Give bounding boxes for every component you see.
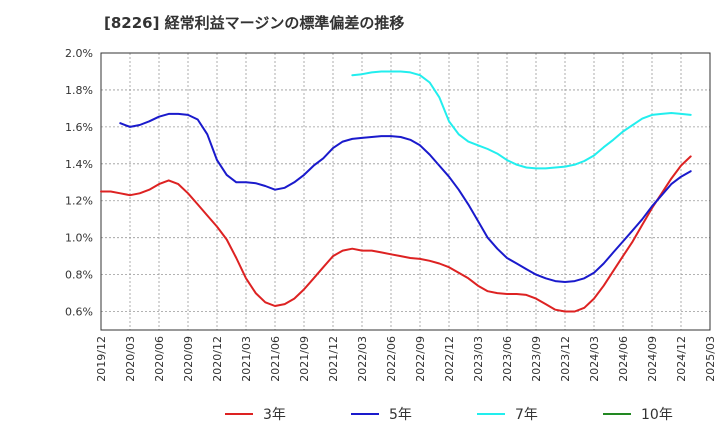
legend: 3年 5年 7年 10年 [225,407,673,423]
x-tick-label: 2024/06 [617,336,630,382]
x-tick-label: 2023/12 [559,336,572,382]
x-axis-ticks: 2019/12 2020/03 2020/06 2020/09 2020/12 2021/… [95,336,717,382]
x-tick-label: 2022/09 [414,336,427,382]
x-tick-label: 2025/03 [704,336,717,382]
x-tick-label: 2022/06 [385,336,398,382]
x-tick-label: 2020/03 [124,336,137,382]
legend-label: 3年 [263,407,286,423]
chart-title: [8226] 経常利益マージンの標準偏差の推移 [104,14,405,32]
series-lines [100,70,692,313]
y-tick-label: 2.0% [65,47,93,60]
x-tick-label: 2024/12 [675,336,688,382]
legend-label: 10年 [641,407,673,423]
x-tick-label: 2020/12 [211,336,224,382]
x-tick-label: 2024/03 [588,336,601,382]
y-axis-ticks: 0.6% 0.8% 1.0% 1.2% 1.4% 1.6% 1.8% 2.0% [65,47,93,319]
y-tick-label: 1.2% [65,195,93,208]
x-tick-label: 2021/09 [298,336,311,382]
series-line-3年 [100,155,692,313]
y-tick-label: 0.6% [65,306,93,319]
legend-label: 5年 [389,407,412,423]
gridlines [100,52,711,330]
x-tick-label: 2021/03 [240,336,253,382]
x-tick-label: 2024/09 [646,336,659,382]
x-tick-label: 2023/09 [530,336,543,382]
x-tick-label: 2019/12 [95,336,108,382]
y-tick-label: 1.8% [65,84,93,97]
series-line-5年 [119,112,692,283]
series-line-7年 [351,70,692,170]
y-tick-label: 1.6% [65,121,93,134]
plot-frame [100,52,711,331]
x-tick-label: 2020/09 [182,336,195,382]
x-tick-label: 2022/12 [443,336,456,382]
x-tick-label: 2023/03 [472,336,485,382]
y-tick-label: 1.0% [65,232,93,245]
x-tick-label: 2020/06 [153,336,166,382]
x-tick-label: 2021/12 [327,336,340,382]
x-tick-label: 2021/06 [269,336,282,382]
x-tick-label: 2023/06 [501,336,514,382]
legend-label: 7年 [515,407,538,423]
y-tick-label: 1.4% [65,158,93,171]
y-tick-label: 0.8% [65,269,93,282]
x-tick-label: 2022/03 [356,336,369,382]
